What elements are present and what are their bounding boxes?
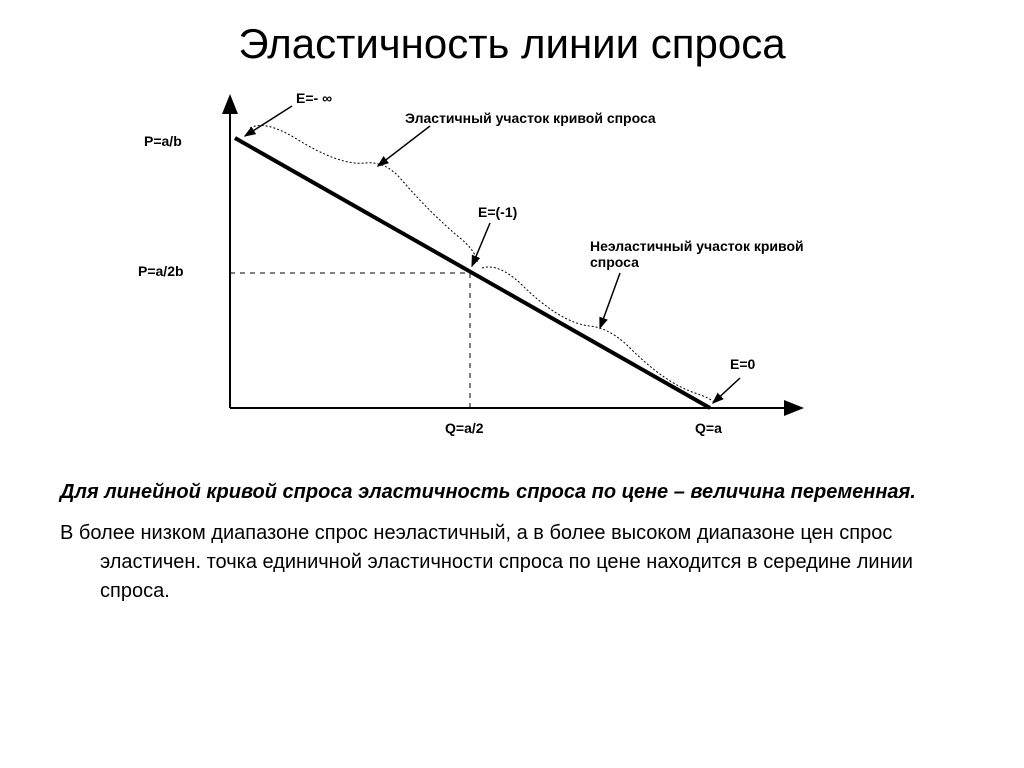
body-text: Для линейной кривой спроса эластичность … <box>0 458 1024 606</box>
paragraph-2: В более низком диапазоне спрос неэластич… <box>60 519 964 606</box>
brace-inelastic <box>482 267 715 403</box>
arrow-e-zero <box>713 378 740 403</box>
label-q-a: Q=a <box>695 420 722 436</box>
label-inelastic-region: Неэластичный участок кривой спроса <box>590 238 850 270</box>
label-e-zero: E=0 <box>730 356 755 372</box>
label-e-inf: E=- ∞ <box>296 90 332 106</box>
brace-elastic <box>250 126 478 263</box>
arrow-inelastic <box>600 273 620 328</box>
arrow-e-neg1 <box>472 223 490 266</box>
arrow-e-inf <box>245 106 292 136</box>
paragraph-1: Для линейной кривой спроса эластичность … <box>60 478 964 507</box>
label-e-neg1: E=(-1) <box>478 204 517 220</box>
label-p-ab: P=a/b <box>144 133 182 149</box>
label-q-a2: Q=a/2 <box>445 420 484 436</box>
elasticity-diagram: E=- ∞ P=a/b P=a/2b Q=a/2 Q=a E=(-1) E=0 … <box>120 78 920 458</box>
slide-title: Эластичность линии спроса <box>0 0 1024 78</box>
demand-line <box>235 138 710 408</box>
label-p-a2b: P=a/2b <box>138 263 184 279</box>
label-elastic-region: Эластичный участок кривой спроса <box>405 110 705 126</box>
arrow-elastic <box>378 126 430 166</box>
